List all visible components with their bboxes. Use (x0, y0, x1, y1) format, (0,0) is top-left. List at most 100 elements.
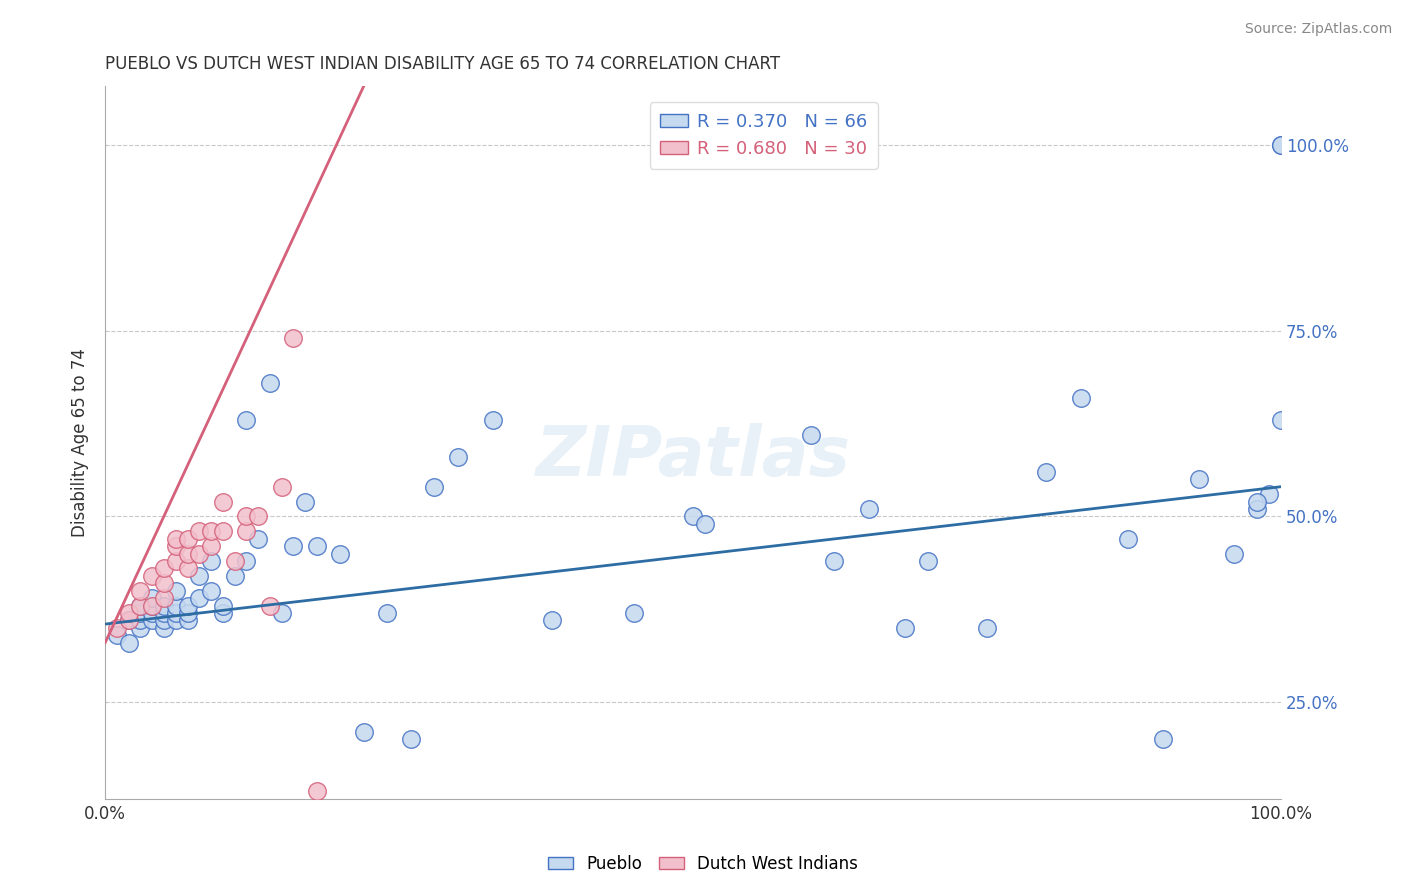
Point (976, 621, 998, 635)
Point (141, 606, 163, 620)
Point (153, 621, 176, 635)
Point (211, 494, 233, 508)
Point (270, 606, 292, 620)
Point (858, 502, 880, 516)
Point (247, 509, 270, 524)
Point (165, 539, 187, 553)
Point (153, 599, 176, 613)
Point (211, 599, 233, 613)
Point (305, 784, 328, 798)
Point (247, 532, 270, 546)
Point (682, 509, 704, 524)
Point (235, 524, 257, 539)
Point (188, 569, 211, 583)
Point (165, 583, 187, 598)
Point (823, 554, 845, 568)
Point (447, 450, 470, 464)
Point (129, 606, 152, 620)
Point (270, 480, 292, 494)
Point (893, 621, 915, 635)
Point (176, 561, 198, 575)
Text: Source: ZipAtlas.com: Source: ZipAtlas.com (1244, 22, 1392, 37)
Point (141, 599, 163, 613)
Point (188, 524, 211, 539)
Point (176, 606, 198, 620)
Point (283, 331, 305, 345)
Point (153, 576, 176, 591)
Point (211, 606, 233, 620)
Point (188, 547, 211, 561)
Point (235, 413, 257, 427)
Point (377, 606, 399, 620)
Point (1270, 413, 1292, 427)
Point (176, 547, 198, 561)
Point (129, 613, 152, 627)
Point (153, 561, 176, 575)
Point (153, 591, 176, 605)
Point (188, 591, 211, 605)
Point (141, 569, 163, 583)
Point (165, 554, 187, 568)
Point (176, 599, 198, 613)
Point (129, 599, 152, 613)
Point (176, 532, 198, 546)
Point (165, 606, 187, 620)
Point (176, 613, 198, 627)
Point (141, 591, 163, 605)
Point (118, 635, 141, 649)
Point (200, 539, 222, 553)
Point (200, 524, 222, 539)
Point (118, 613, 141, 627)
Point (105, 621, 128, 635)
Point (141, 599, 163, 613)
Point (1223, 547, 1246, 561)
Point (1116, 532, 1139, 546)
Point (1188, 472, 1211, 486)
Point (165, 532, 187, 546)
Point (1246, 502, 1268, 516)
Point (165, 613, 187, 627)
Point (1270, 138, 1292, 153)
Point (482, 413, 505, 427)
Point (423, 480, 446, 494)
Point (623, 606, 645, 620)
Point (129, 621, 152, 635)
Point (1035, 465, 1057, 479)
Legend: Pueblo, Dutch West Indians: Pueblo, Dutch West Indians (541, 848, 865, 880)
Text: PUEBLO VS DUTCH WEST INDIAN DISABILITY AGE 65 TO 74 CORRELATION CHART: PUEBLO VS DUTCH WEST INDIAN DISABILITY A… (105, 55, 780, 73)
Text: ZIPatlas: ZIPatlas (536, 423, 851, 490)
Point (259, 599, 281, 613)
Point (917, 554, 939, 568)
Point (800, 427, 823, 442)
Legend: R = 0.370   N = 66, R = 0.680   N = 30: R = 0.370 N = 66, R = 0.680 N = 30 (650, 102, 877, 169)
Point (153, 613, 176, 627)
Point (305, 539, 328, 553)
Point (1070, 391, 1092, 405)
Point (1270, 138, 1292, 153)
Point (1246, 494, 1268, 508)
Point (329, 547, 352, 561)
Point (259, 376, 281, 390)
Point (294, 494, 316, 508)
Point (200, 554, 222, 568)
Point (399, 732, 422, 747)
Point (200, 583, 222, 598)
Point (235, 509, 257, 524)
Point (283, 539, 305, 553)
Point (105, 628, 128, 642)
Point (129, 599, 152, 613)
Point (1152, 732, 1174, 747)
Point (1258, 487, 1281, 501)
Y-axis label: Disability Age 65 to 74: Disability Age 65 to 74 (72, 348, 89, 537)
Point (693, 516, 716, 531)
Point (118, 606, 141, 620)
Point (235, 554, 257, 568)
Point (211, 524, 233, 539)
Point (165, 599, 187, 613)
Point (129, 583, 152, 598)
Point (141, 613, 163, 627)
Point (224, 569, 246, 583)
Point (153, 606, 176, 620)
Point (353, 724, 375, 739)
Point (118, 613, 141, 627)
